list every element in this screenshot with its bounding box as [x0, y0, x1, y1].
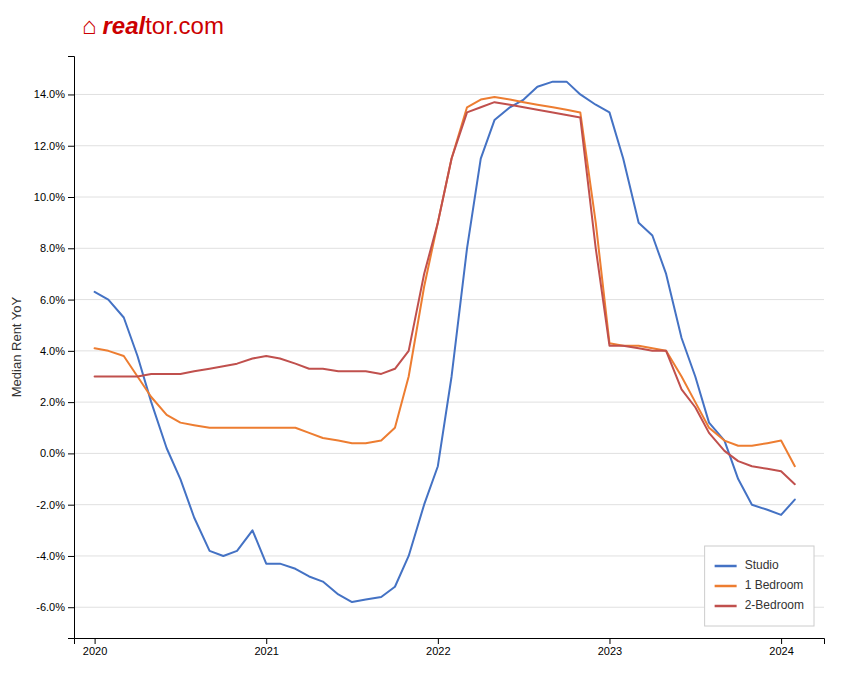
- y-tick: 8.0%: [40, 242, 74, 254]
- tick-label: 0.0%: [40, 447, 65, 459]
- tick-mark: [68, 94, 74, 95]
- tick-mark: [68, 300, 74, 301]
- legend-item: 2-Bedroom: [715, 598, 804, 612]
- tick-label: 8.0%: [40, 242, 65, 254]
- legend-label: 2-Bedroom: [745, 598, 804, 612]
- legend-item: Studio: [715, 558, 779, 572]
- x-tick: 2021: [254, 638, 278, 657]
- logo-part: tor.com: [145, 12, 224, 39]
- grid-line: [74, 453, 824, 454]
- tick-label: -6.0%: [36, 601, 65, 613]
- tick-mark: [68, 556, 74, 557]
- tick-label: -4.0%: [36, 550, 65, 562]
- series-line: [95, 102, 795, 484]
- x-axis: 2020 2021 2022 2023 2024: [75, 638, 825, 657]
- y-tick: 14.0%: [34, 88, 74, 100]
- tick-label: 2024: [769, 645, 793, 657]
- legend-swatch: [715, 585, 737, 588]
- legend-box: [705, 546, 814, 626]
- tick-label: 12.0%: [34, 140, 65, 152]
- legend-swatch: [715, 565, 737, 568]
- lines: [95, 82, 795, 602]
- legend-item: 1 Bedroom: [715, 578, 804, 592]
- tick-label: 2023: [598, 645, 622, 657]
- axis-line: [68, 57, 75, 639]
- tick-label: -2.0%: [36, 499, 65, 511]
- grid: [74, 94, 824, 607]
- tick-mark: [68, 402, 74, 403]
- grid-line: [74, 504, 824, 505]
- y-tick: 12.0%: [34, 140, 74, 152]
- y-tick: 0.0%: [40, 447, 74, 459]
- tick-mark: [609, 638, 610, 644]
- tick-mark: [68, 146, 74, 147]
- x-tick: 2023: [598, 638, 622, 657]
- series-line: [95, 97, 795, 466]
- y-tick: 2.0%: [40, 396, 74, 408]
- tick-label: 2022: [426, 645, 450, 657]
- grid-line: [74, 145, 824, 146]
- grid-line: [74, 402, 824, 403]
- grid-line: [74, 350, 824, 351]
- y-axis: -6.0% -4.0% -2.0% 0.0% 2.0% 4.0% 6.0% 8.0% 10.0%…: [34, 57, 75, 639]
- series-line: [95, 82, 795, 602]
- y-tick: -4.0%: [36, 550, 74, 562]
- grid-line: [74, 197, 824, 198]
- y-axis-title: Median Rent YoY: [9, 296, 24, 397]
- tick-mark: [438, 638, 439, 644]
- logo: ⌂realtor.com: [82, 12, 224, 39]
- legend-swatch: [715, 605, 737, 608]
- tick-label: 4.0%: [40, 345, 65, 357]
- tick-mark: [68, 197, 74, 198]
- tick-mark: [68, 248, 74, 249]
- grid-line: [74, 248, 824, 249]
- y-tick: 4.0%: [40, 345, 74, 357]
- tick-mark: [68, 607, 74, 608]
- logo-part: real: [103, 12, 147, 39]
- tick-mark: [68, 351, 74, 352]
- y-tick: 6.0%: [40, 294, 74, 306]
- tick-mark: [95, 638, 96, 644]
- logo-part: ⌂: [82, 12, 97, 39]
- tick-label: 2.0%: [40, 396, 65, 408]
- axis-line: [75, 639, 825, 645]
- plot: -6.0% -4.0% -2.0% 0.0% 2.0% 4.0% 6.0% 8.0% 10.0%…: [34, 57, 825, 657]
- tick-label: 10.0%: [34, 191, 65, 203]
- legend: Studio 1 Bedroom 2-Bedroom: [705, 546, 814, 626]
- tick-label: 2021: [254, 645, 278, 657]
- tick-label: 2020: [83, 645, 107, 657]
- legend-label: Studio: [745, 558, 779, 572]
- x-tick: 2024: [769, 638, 793, 657]
- y-tick: 10.0%: [34, 191, 74, 203]
- tick-mark: [68, 453, 74, 454]
- grid-line: [74, 94, 824, 95]
- tick-label: 6.0%: [40, 294, 65, 306]
- tick-mark: [68, 505, 74, 506]
- x-tick: 2022: [426, 638, 450, 657]
- x-tick: 2020: [83, 638, 107, 657]
- y-tick: -2.0%: [36, 499, 74, 511]
- tick-mark: [781, 638, 782, 644]
- tick-label: 14.0%: [34, 88, 65, 100]
- grid-line: [74, 299, 824, 300]
- tick-mark: [266, 638, 267, 644]
- chart: -6.0% -4.0% -2.0% 0.0% 2.0% 4.0% 6.0% 8.0% 10.0%…: [0, 0, 848, 678]
- legend-label: 1 Bedroom: [745, 578, 804, 592]
- y-tick: -6.0%: [36, 601, 74, 613]
